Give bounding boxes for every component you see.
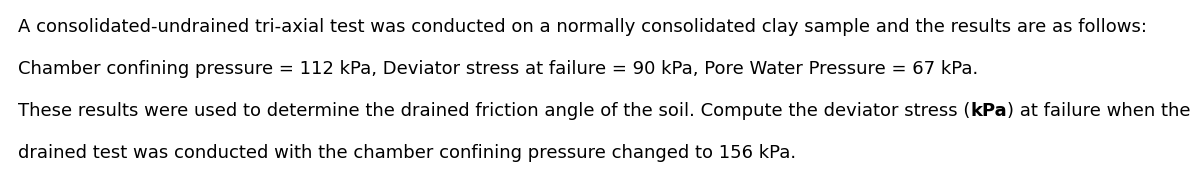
Text: A consolidated-undrained tri-axial test was conducted on a normally consolidated: A consolidated-undrained tri-axial test …: [18, 18, 1147, 36]
Text: kPa: kPa: [971, 102, 1007, 120]
Text: These results were used to determine the drained friction angle of the soil. Com: These results were used to determine the…: [18, 102, 971, 120]
Text: Chamber confining pressure = 112 kPa, Deviator stress at failure = 90 kPa, Pore : Chamber confining pressure = 112 kPa, De…: [18, 60, 978, 78]
Text: ) at failure when the: ) at failure when the: [1007, 102, 1190, 120]
Text: drained test was conducted with the chamber confining pressure changed to 156 kP: drained test was conducted with the cham…: [18, 144, 796, 162]
